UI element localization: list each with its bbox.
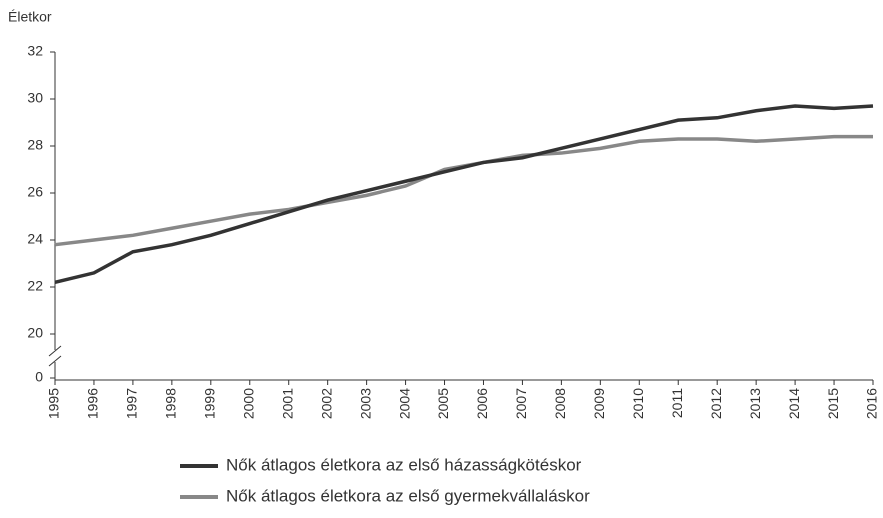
x-tick-label: 2014 bbox=[786, 388, 802, 419]
y-tick-label: 20 bbox=[27, 325, 43, 341]
x-tick-label: 1999 bbox=[202, 388, 218, 419]
x-tick-label: 2005 bbox=[435, 388, 451, 419]
y-tick-label: 28 bbox=[27, 137, 43, 153]
y-tick-label: 32 bbox=[27, 43, 43, 59]
x-tick-label: 2008 bbox=[552, 388, 568, 419]
y-axis-label: Életkor bbox=[8, 9, 52, 25]
legend-label: Nők átlagos életkora az első házasságköt… bbox=[226, 455, 582, 474]
x-tick-label: 2010 bbox=[630, 388, 646, 419]
x-tick-label: 2004 bbox=[396, 388, 412, 419]
x-tick-label: 2006 bbox=[474, 388, 490, 419]
axis-break bbox=[48, 355, 62, 367]
x-tick-label: 2016 bbox=[864, 388, 880, 419]
series-line bbox=[54, 134, 873, 247]
x-tick-label: 2011 bbox=[669, 388, 685, 418]
x-tick-label: 2001 bbox=[279, 388, 295, 419]
axis-break bbox=[48, 345, 62, 357]
y-tick-label: 0 bbox=[35, 369, 43, 385]
x-tick-label: 2013 bbox=[747, 388, 763, 419]
x-tick-label: 2003 bbox=[357, 388, 373, 419]
legend-label: Nők átlagos életkora az első gyermekváll… bbox=[226, 486, 590, 505]
x-tick-label: 2002 bbox=[318, 388, 334, 419]
x-tick-label: 2009 bbox=[591, 388, 607, 419]
x-tick-label: 1997 bbox=[124, 388, 140, 419]
y-tick-label: 24 bbox=[27, 231, 43, 247]
x-tick-label: 1998 bbox=[163, 388, 179, 419]
x-tick-label: 2012 bbox=[708, 388, 724, 419]
series-line bbox=[54, 104, 874, 285]
y-tick-label: 22 bbox=[27, 278, 43, 294]
x-tick-label: 2000 bbox=[240, 388, 256, 419]
x-tick-label: 2015 bbox=[825, 388, 841, 419]
x-tick-label: 2007 bbox=[513, 388, 529, 419]
x-tick-label: 1996 bbox=[85, 388, 101, 419]
y-tick-label: 26 bbox=[27, 184, 43, 200]
y-tick-label: 30 bbox=[27, 90, 43, 106]
x-tick-label: 1995 bbox=[46, 388, 62, 419]
